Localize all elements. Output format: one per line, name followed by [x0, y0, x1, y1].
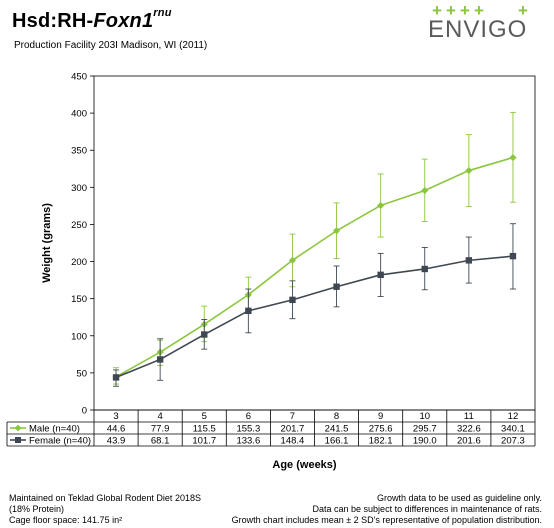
legend-marker	[14, 424, 22, 432]
footer-protein-line: (18% Protein)	[9, 504, 65, 514]
table-cell: 182.1	[369, 435, 393, 446]
series-line	[115, 156, 514, 378]
data-point	[509, 252, 517, 260]
table-cell: 115.5	[193, 423, 216, 434]
table-cell: 275.6	[369, 423, 393, 434]
data-point	[201, 331, 208, 338]
footer-maintenance-line: Data can be subject to differences in ma…	[312, 504, 542, 514]
data-point	[245, 307, 252, 315]
chart-subtitle: Production Facility 203I Madison, WI (20…	[14, 40, 208, 51]
y-tick-label: 0	[82, 406, 87, 417]
data-point	[509, 153, 517, 162]
x-tick-label: 8	[334, 411, 339, 422]
y-tick-label: 200	[71, 257, 87, 268]
footer-cage-line: Cage floor space: 141.75 in²	[9, 515, 123, 525]
logo-text: ENVIGO	[428, 16, 528, 43]
table-cell: 68.1	[151, 435, 170, 446]
x-tick-label: 3	[113, 411, 118, 422]
logo-plus-icon: +	[432, 1, 442, 20]
data-point	[332, 227, 341, 235]
data-point	[112, 374, 120, 381]
series-male	[112, 111, 517, 385]
data-point	[333, 283, 340, 290]
table-cell: 201.7	[281, 423, 305, 434]
y-tick-label: 400	[71, 109, 87, 120]
data-point	[377, 271, 384, 279]
table-cell: 207.3	[501, 435, 525, 446]
y-tick-label: 100	[71, 331, 87, 342]
x-tick-label: 12	[508, 411, 519, 422]
y-tick-label: 350	[71, 146, 87, 157]
y-tick-label: 300	[71, 183, 87, 194]
title-gene: Foxn1	[93, 10, 154, 32]
data-point	[421, 186, 429, 195]
logo-plus-icon: +	[518, 1, 528, 20]
table-cell: 101.7	[192, 435, 216, 446]
data-point	[289, 296, 296, 304]
x-tick-label: 10	[419, 411, 430, 422]
legend-label: Male (n=40)	[29, 423, 80, 434]
y-tick-label: 450	[71, 72, 87, 83]
data-point	[465, 166, 473, 175]
x-tick-label: 11	[464, 411, 474, 422]
table-cell: 322.6	[457, 423, 481, 434]
footer-guideline-line: Growth data to be used as guideline only…	[377, 493, 542, 503]
series-female	[112, 223, 517, 387]
legend-marker	[15, 437, 21, 443]
plot-area: 0 50 100 150 200 250 300 350 400 450	[71, 72, 536, 417]
table-cell: 166.1	[325, 435, 349, 446]
y-tick-label: 150	[71, 294, 87, 305]
logo-plus-icon: +	[460, 1, 470, 20]
title-prefix: Hsd:RH-	[12, 10, 94, 32]
x-tick-label: 4	[158, 411, 163, 422]
data-point	[465, 257, 473, 264]
x-tick-label: 7	[290, 411, 295, 422]
table-cell: 340.1	[501, 423, 525, 434]
footer-notes-left: Maintained on Teklad Global Rodent Diet …	[9, 493, 201, 526]
data-point	[421, 265, 428, 273]
series-line	[115, 255, 514, 379]
chart-title: Hsd:RH-Foxn1rnu	[12, 7, 172, 33]
table-cell: 77.9	[151, 423, 170, 434]
logo-plus-icon: +	[446, 1, 456, 20]
x-axis-title: Age (weeks)	[272, 459, 337, 471]
y-axis-title: Weight (grams)	[41, 203, 53, 283]
table-cell: 43.9	[107, 435, 126, 446]
table-cell: 295.7	[413, 423, 437, 434]
y-tick-label: 50	[76, 368, 87, 379]
x-tick-label: 5	[202, 411, 207, 422]
table-cell: 241.5	[325, 423, 349, 434]
data-point	[377, 201, 385, 210]
logo-plus-icon: +	[474, 1, 484, 20]
footer-sd-line: Growth chart includes mean ± 2 SD's repr…	[231, 515, 542, 525]
data-table: 3 4 5 6 7 8 9 10 11 12 Male (n=40) 44.6 77.9 115.5 155…	[6, 409, 536, 447]
footer-notes-right: Growth data to be used as guideline only…	[232, 493, 542, 526]
y-tick-label: 250	[71, 220, 87, 231]
title-superscript: rnu	[153, 7, 172, 20]
x-tick-label: 6	[246, 411, 251, 422]
data-point	[156, 356, 164, 363]
table-cell: 44.6	[107, 423, 126, 434]
table-cell: 133.6	[236, 435, 260, 446]
table-cell: 148.4	[281, 435, 305, 446]
legend-label: Female (n=40)	[29, 435, 91, 446]
envigo-logo: + + + + + ENVIGO	[426, 1, 538, 44]
data-point	[288, 256, 297, 264]
table-cell: 201.6	[457, 435, 481, 446]
x-tick-label: 9	[378, 411, 383, 422]
table-cell: 155.3	[236, 423, 260, 434]
footer-diet-line: Maintained on Teklad Global Rodent Diet …	[9, 493, 201, 503]
table-cell: 190.0	[413, 435, 437, 446]
